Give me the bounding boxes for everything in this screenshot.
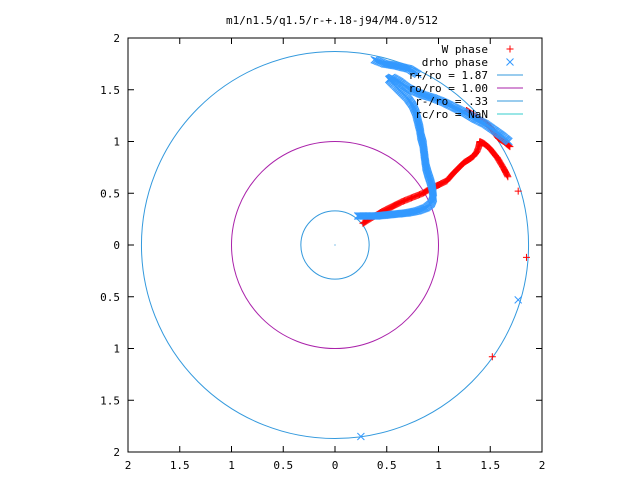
- reference-circle-0: [140, 50, 530, 440]
- x-tick-label: 1.5: [170, 459, 190, 472]
- w-phase-point: [522, 253, 530, 261]
- legend-label: W phase: [442, 43, 488, 56]
- w-phase-point: [505, 142, 513, 150]
- reference-circles: [140, 50, 530, 440]
- y-tick-label: 1: [113, 136, 120, 149]
- x-tick-label: 2: [125, 459, 132, 472]
- y-tick-label: 1: [113, 343, 120, 356]
- reference-circle-1: [231, 141, 439, 349]
- x-tick-label: 2: [539, 459, 546, 472]
- w-phase-point: [488, 353, 496, 361]
- legend-label: ro/ro = 1.00: [409, 82, 488, 95]
- legend-label: r+/ro = 1.87: [409, 69, 488, 82]
- y-tick-label: 2: [113, 446, 120, 459]
- series-1: [353, 55, 523, 441]
- drho-phase-point: [357, 432, 365, 441]
- x-tick-label: 1: [228, 459, 235, 472]
- legend-marker-w-phase: [506, 45, 514, 53]
- y-tick-label: 0: [113, 239, 120, 252]
- data-series: [353, 55, 530, 441]
- drho-phase-point: [413, 70, 422, 79]
- w-phase-point: [514, 187, 522, 195]
- w-phase-point: [506, 143, 514, 151]
- y-tick-label: 1.5: [100, 84, 120, 97]
- w-phase-point: [504, 173, 512, 181]
- legend-label: drho phase: [422, 56, 488, 69]
- drho-phase-point: [514, 296, 523, 304]
- legend-label: r-/ro = .33: [415, 95, 488, 108]
- series-0: [359, 106, 530, 361]
- drho-phase-point: [505, 137, 513, 146]
- x-tick-label: 1: [435, 459, 442, 472]
- x-tick-label: 0.5: [273, 459, 293, 472]
- legend-label: rc/ro = NaN: [415, 108, 488, 121]
- x-tick-label: 1.5: [480, 459, 500, 472]
- origin-dot: [334, 244, 336, 246]
- axis-ticks: 2 1.5 1 0.5 0 0.5 1 1.5 221.510.500.511.52: [100, 32, 545, 472]
- y-tick-label: 2: [113, 32, 120, 45]
- x-tick-label: 0.5: [377, 459, 397, 472]
- y-tick-label: 0.5: [100, 291, 120, 304]
- chart-title: m1/n1.5/q1.5/r-+.18-j94/M4.0/512: [226, 14, 438, 27]
- y-tick-label: 0.5: [100, 187, 120, 200]
- x-tick-label: 0: [332, 459, 339, 472]
- y-tick-label: 1.5: [100, 394, 120, 407]
- reference-circle-2: [300, 210, 370, 280]
- legend-marker-drho-phase: [506, 58, 514, 66]
- w-phase-point: [503, 172, 511, 180]
